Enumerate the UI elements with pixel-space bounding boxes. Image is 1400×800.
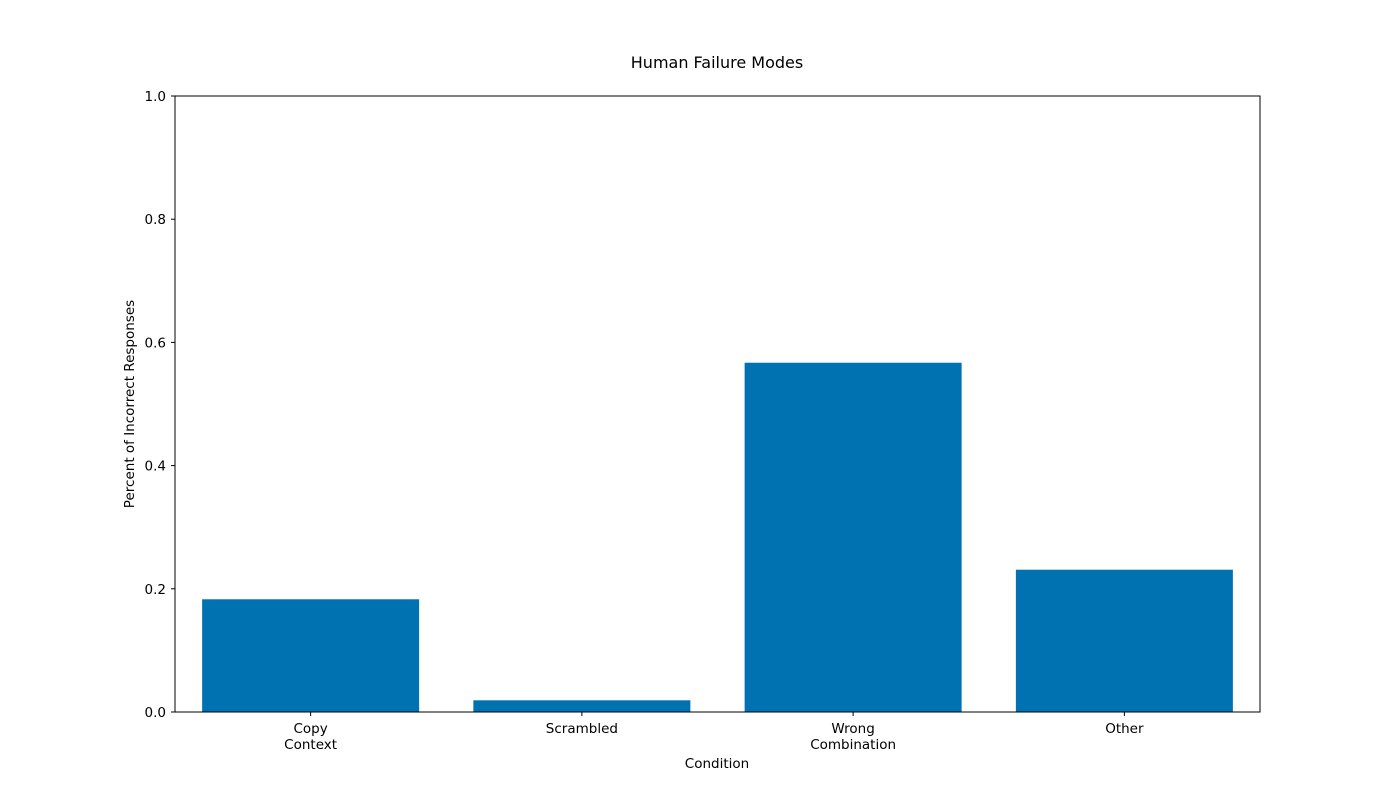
bars-group <box>202 362 1233 712</box>
y-axis-label: Percent of Incorrect Responses <box>122 300 138 508</box>
bar <box>744 362 962 712</box>
plot-frame <box>174 95 1261 713</box>
x-tick-label: Copy Context <box>284 721 337 753</box>
x-axis-label: Condition <box>685 756 749 772</box>
x-axis: Copy Context Scrambled Wrong Combination Othe… <box>284 712 1144 753</box>
y-tick-label: 0.4 <box>145 459 166 475</box>
y-tick-label: 1.0 <box>145 89 166 105</box>
chart-title: Human Failure Modes <box>631 53 803 72</box>
x-tick-label: Scrambled <box>546 721 618 737</box>
y-axis: 0.0 0.2 0.4 0.6 0.8 1.0 <box>145 89 175 721</box>
bar <box>473 700 691 712</box>
x-tick-label: Wrong Combination <box>810 721 896 753</box>
y-tick-label: 0.8 <box>145 212 166 228</box>
y-tick-label: 0.0 <box>145 705 166 721</box>
x-tick-label: Other <box>1105 721 1144 737</box>
y-tick-label: 0.6 <box>145 335 166 351</box>
y-tick-label: 0.2 <box>145 582 166 598</box>
bar <box>1015 569 1233 712</box>
bar <box>202 599 420 712</box>
